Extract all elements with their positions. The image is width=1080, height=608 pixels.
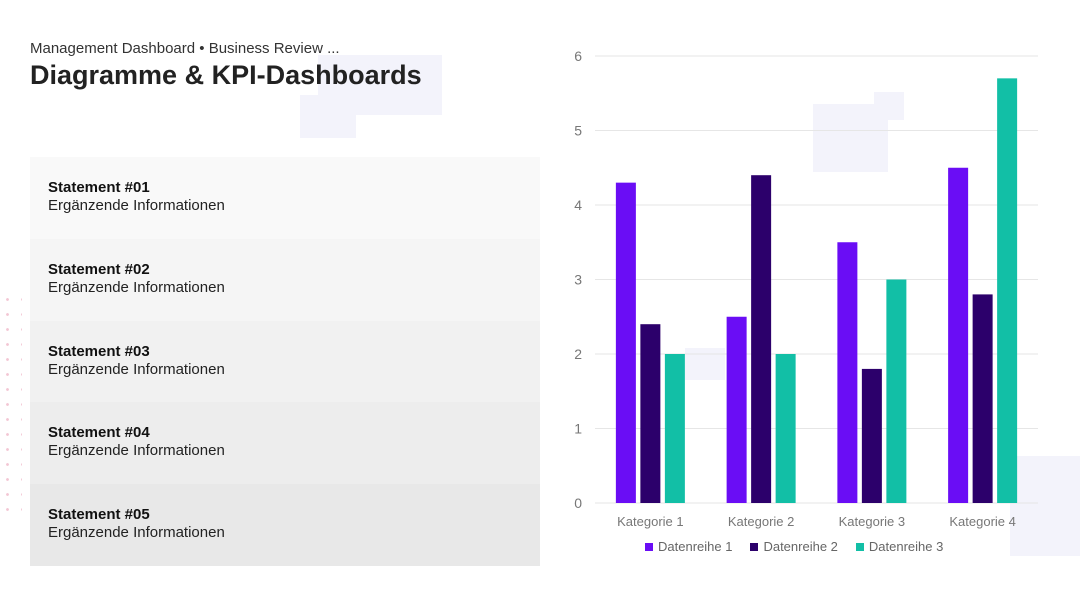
legend-swatch: [645, 542, 653, 551]
x-tick-label: Kategorie 1: [617, 514, 684, 529]
statement-list: Statement #01 Ergänzende Informationen S…: [30, 157, 540, 566]
bar: [640, 324, 661, 503]
y-tick-label: 3: [574, 272, 582, 288]
bar: [972, 294, 993, 503]
statement-info: Ergänzende Informationen: [48, 442, 225, 460]
statement-item: Statement #04 Ergänzende Informationen: [30, 402, 540, 485]
statement-item: Statement #02 Ergänzende Informationen: [30, 238, 540, 321]
page-title: Diagramme & KPI-Dashboards: [30, 60, 422, 90]
legend-label: Datenreihe 1: [658, 539, 733, 554]
bar-chart: 0 1 2 3 4 5 6 Kategorie 1 Kategorie 2 Kategorie 3…: [574, 48, 1038, 529]
legend-swatch: [855, 542, 864, 551]
bar: [726, 316, 747, 503]
chart-legend: Datenreihe 1 Datenreihe 2 Datenreihe 3: [645, 539, 943, 554]
statement-info: Ergänzende Informationen: [48, 278, 225, 296]
statement-title: Statement #01: [48, 179, 150, 196]
bar: [615, 182, 636, 503]
y-tick-label: 4: [574, 197, 582, 213]
y-tick-label: 0: [574, 495, 582, 511]
statement-info: Ergänzende Informationen: [48, 360, 225, 378]
bar: [751, 175, 772, 503]
decorative-square: [685, 348, 725, 380]
statement-info: Ergänzende Informationen: [48, 524, 225, 542]
bar: [664, 354, 685, 503]
decorative-square: [1010, 456, 1080, 556]
decorative-square: [300, 95, 356, 138]
y-tick-label: 5: [574, 123, 582, 139]
statement-item: Statement #03 Ergänzende Informationen: [30, 320, 540, 403]
bar: [775, 354, 796, 503]
y-tick-label: 1: [574, 421, 582, 437]
y-tick-label: 2: [574, 346, 582, 362]
legend-item: Datenreihe 1: [645, 539, 732, 554]
statement-title: Statement #03: [48, 342, 150, 360]
bar: [886, 279, 907, 503]
statement-item: Statement #01 Ergänzende Informationen: [30, 157, 540, 239]
statement-info: Ergänzende Informationen: [48, 197, 225, 214]
statement-title: Statement #02: [48, 260, 150, 278]
decorative-square: [874, 92, 904, 120]
decorative-dot-grid: [0, 292, 22, 517]
statement-title: Statement #04: [48, 424, 150, 442]
bar: [861, 368, 882, 503]
y-tick-label: 6: [574, 48, 582, 64]
legend-swatch: [750, 542, 759, 551]
page-subtitle: Management Dashboard • Business Review .…: [30, 40, 340, 57]
legend-label: Datenreihe 2: [763, 539, 838, 554]
statement-title: Statement #05: [48, 506, 150, 524]
bar: [837, 242, 858, 503]
statement-item: Statement #05 Ergänzende Informationen: [30, 484, 540, 566]
legend-label: Datenreihe 3: [868, 539, 944, 554]
bar: [997, 78, 1018, 503]
legend-item: Datenreihe 3: [855, 539, 944, 554]
legend-item: Datenreihe 2: [750, 539, 838, 554]
x-tick-label: Kategorie 4: [949, 514, 1016, 529]
x-tick-label: Kategorie 3: [839, 514, 906, 529]
x-tick-label: Kategorie 2: [728, 514, 795, 529]
bar: [948, 167, 969, 503]
